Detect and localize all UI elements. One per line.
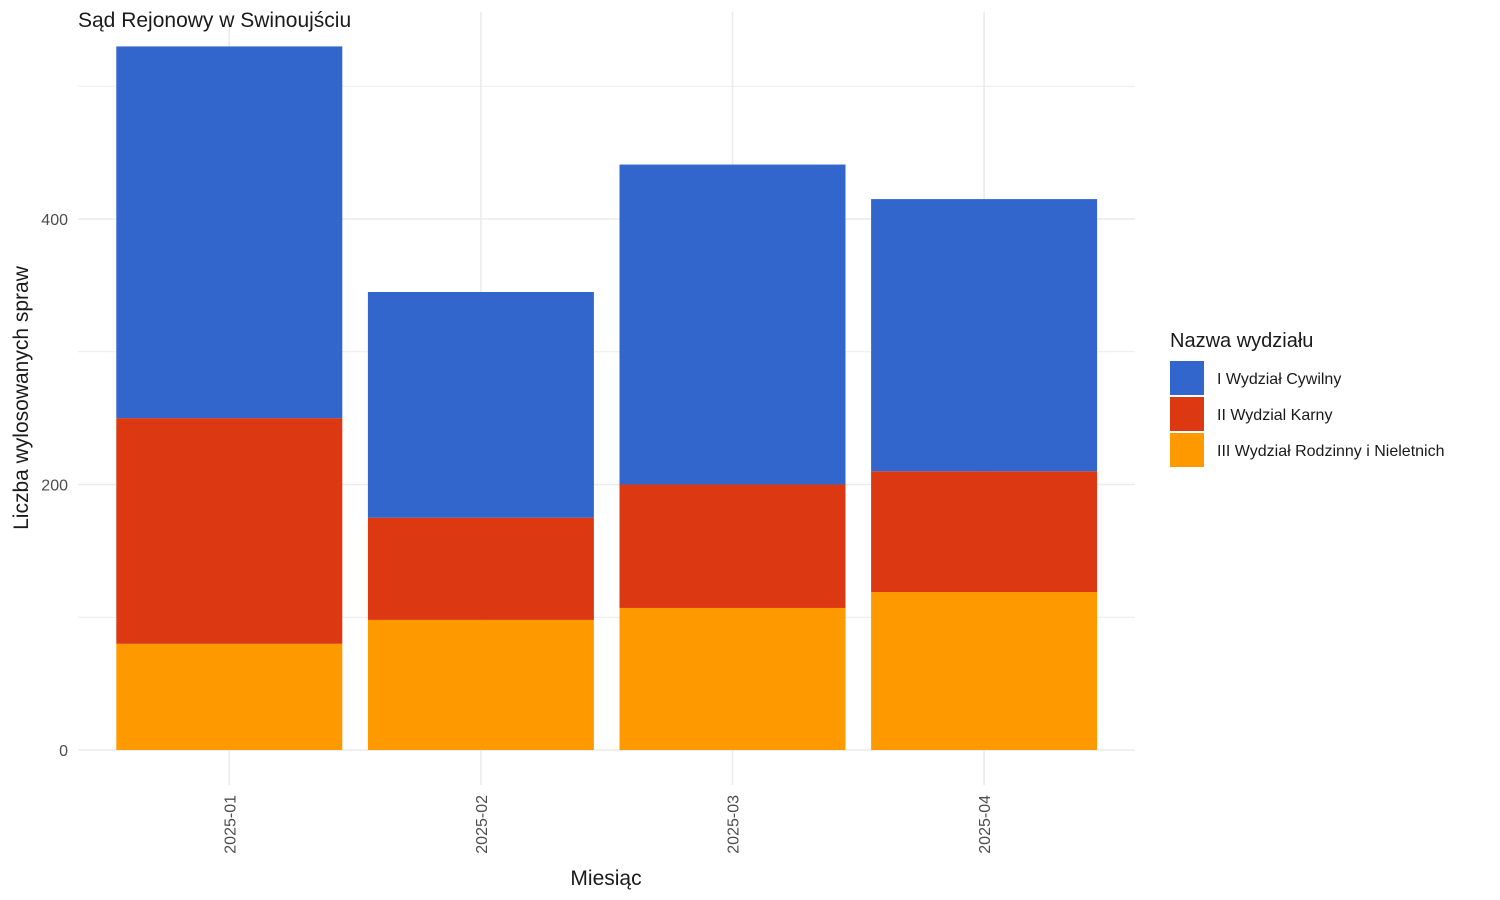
y-axis-title: Liczba wylosowanych spraw <box>10 265 33 530</box>
bar-segment <box>116 643 343 750</box>
y-tick-label: 200 <box>41 478 68 495</box>
bar-segment <box>871 592 1098 750</box>
y-tick-label: 400 <box>41 212 68 229</box>
bar-segment <box>116 46 343 419</box>
chart-title: Sąd Rejonowy w Swinoujściu <box>78 9 351 32</box>
legend-title: Nazwa wydziału <box>1170 330 1313 352</box>
legend: Nazwa wydziału I Wydział Cywilny II Wydzi… <box>1170 330 1445 467</box>
legend-label: I Wydział Cywilny <box>1217 371 1341 388</box>
legend-swatch <box>1170 361 1204 395</box>
bar-segment <box>871 471 1098 593</box>
legend-label: II Wydzial Karny <box>1217 407 1332 424</box>
bar-segment <box>619 484 846 608</box>
x-tick-label: 2025-01 <box>222 795 239 854</box>
x-tick-label: 2025-04 <box>977 795 994 854</box>
bars <box>116 46 1098 750</box>
bar-segment <box>116 418 343 644</box>
x-axis-title: Miesiąc <box>570 867 641 890</box>
bar-segment <box>367 619 594 750</box>
bar-segment <box>367 517 594 620</box>
bar-segment <box>619 607 846 750</box>
x-tick-label: 2025-03 <box>726 795 743 854</box>
x-tick-label: 2025-02 <box>474 795 491 854</box>
legend-label: III Wydział Rodzinny i Nieletnich <box>1217 443 1445 460</box>
legend-swatch <box>1170 433 1204 467</box>
legend-swatch <box>1170 397 1204 431</box>
axes: 0 200 400 2025-01 2025-02 2025-03 2025-04 <box>41 212 994 854</box>
bar-segment <box>871 199 1098 472</box>
bar-segment <box>367 292 594 518</box>
bar-segment <box>619 164 846 485</box>
y-tick-label: 0 <box>59 743 68 760</box>
